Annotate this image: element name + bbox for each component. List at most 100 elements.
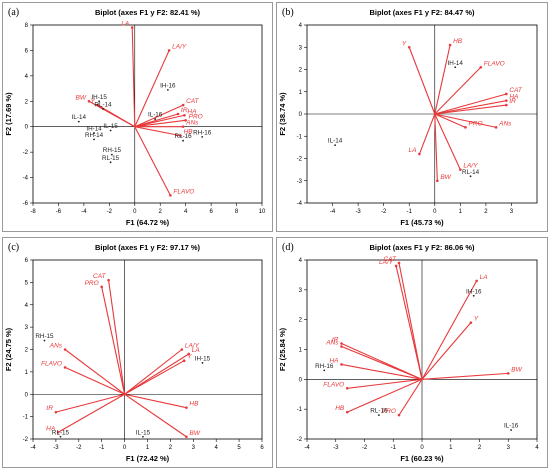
plot-frame: [32, 24, 263, 204]
observation-point: RL-15: [52, 429, 70, 438]
observation-point: IL-14: [328, 138, 343, 147]
observation-label: RL-16: [370, 408, 388, 415]
x-tick-label: 8: [235, 209, 239, 215]
variable-label: tR: [509, 98, 516, 105]
x-tick-label: -1: [407, 209, 413, 215]
variable-label: ANs: [49, 343, 63, 350]
variable-label: ANs: [185, 120, 199, 127]
variable-label: tR: [181, 107, 188, 114]
y-tick-label: 6: [25, 48, 29, 54]
variable-label: HB: [184, 129, 194, 136]
x-tick-label: 1: [459, 209, 463, 215]
observation-label: IH-15: [91, 94, 107, 101]
y-tick-label: 5: [25, 280, 29, 286]
variable-vector: FLAVO: [134, 126, 194, 197]
observation-label: IH-15: [195, 355, 211, 362]
variable-vector: HA: [434, 94, 518, 115]
x-tick-label: 0: [133, 209, 137, 215]
variable-vector: Y: [421, 316, 479, 380]
variable-label: ANs: [498, 120, 512, 127]
observation-point: IL-16: [504, 423, 519, 431]
observation-point: RL-15: [102, 155, 120, 164]
observation-label: IL-14: [328, 138, 343, 145]
variable-label: LA/Y: [172, 43, 187, 50]
variable-vector: LA/Y: [134, 43, 187, 127]
x-tick-label: -1: [99, 445, 105, 451]
biplot-svg-b: Biplot (axes F1 y F2: 84.47 %) -4 -3 -2 -1 0 1…: [278, 8, 538, 227]
variable-label: tR: [46, 405, 53, 412]
observation-label: RH-14: [85, 132, 104, 139]
observation-label: IL-15: [136, 429, 151, 436]
x-tick-label: 2: [169, 445, 173, 451]
variable-label: ANs: [325, 340, 339, 347]
variable-label: BW: [189, 430, 200, 437]
observation-point: IH-16: [466, 288, 482, 297]
x-tick-label: 1: [146, 445, 150, 451]
observation-point: RH-16: [193, 129, 212, 138]
x-tick-label: 10: [259, 209, 266, 215]
x-tick-label: 0: [123, 445, 127, 451]
observation-label: RH-15: [103, 147, 122, 154]
x-tick-label: 1: [449, 445, 453, 451]
y-tick-label: 6: [25, 258, 29, 264]
variable-label: LA: [408, 147, 416, 154]
y-tick-label: 0: [25, 392, 29, 398]
x-tick-label: 5: [237, 445, 241, 451]
variable-vector: CAT: [93, 273, 126, 395]
x-tick-label: -4: [30, 445, 36, 451]
variable-vector: PRO: [134, 113, 203, 128]
plot-frame: [32, 259, 263, 440]
variable-vector: BW: [124, 393, 201, 439]
variable-vector: FLAVO: [434, 60, 505, 115]
observation-label: RL-14: [94, 101, 112, 108]
variable-label: BW: [511, 366, 522, 373]
y-axis-label: F2 (25.84 %): [278, 327, 287, 371]
variable-vector: LA: [408, 113, 436, 156]
variable-vector: ANs: [434, 113, 512, 129]
observation-label: RL-14: [462, 169, 480, 176]
y-tick-label: -6: [23, 201, 29, 207]
y-tick-label: -1: [297, 134, 303, 140]
y-tick-label: 2: [299, 318, 303, 324]
observation-point: RH-14: [85, 132, 104, 141]
variable-vector: LA: [121, 21, 136, 127]
y-tick-label: 1: [25, 370, 29, 376]
x-tick-label: -4: [304, 445, 310, 451]
x-tick-label: -2: [76, 445, 82, 451]
y-tick-label: 4: [25, 74, 29, 80]
y-tick-label: 3: [299, 288, 303, 294]
chart-title: Biplot (axes F1 y F2: 97.17 %): [95, 243, 201, 252]
y-tick-label: -2: [23, 437, 29, 443]
x-axis-label: F1 (45.73 %): [400, 218, 444, 227]
biplot-svg-a: Biplot (axes F1 y F2: 82.41 %)-8 -6 -4 -2 0 2…: [4, 8, 266, 227]
observation-point: RL-14: [94, 101, 112, 110]
observation-label: RL-15: [52, 429, 70, 436]
y-tick-label: 2: [25, 348, 29, 354]
variable-label: PRO: [189, 113, 203, 120]
variable-label: Y: [474, 316, 479, 323]
observation-point: RL-14: [462, 169, 480, 178]
biplot-panel-d: (d) Biplot (axes F1 y F2: 86.06 %) -4 -3 -2…: [276, 237, 548, 468]
observation-point: IH-16: [160, 82, 176, 91]
x-tick-label: 2: [484, 209, 488, 215]
variable-vector: BW: [421, 366, 523, 380]
panel-label: (c): [8, 242, 20, 253]
variable-label: HA: [187, 108, 196, 115]
observation-label: IH-16: [466, 288, 482, 295]
variable-vector: LA: [421, 274, 488, 380]
observation-label: IH-14: [86, 126, 102, 133]
variable-vector: PRO: [434, 113, 483, 129]
y-axis-label: F2 (38.74 %): [278, 92, 287, 136]
biplot-svg-d: Biplot (axes F1 y F2: 86.06 %) -4 -3 -2 -1 0 1…: [278, 243, 539, 463]
variable-label: CAT: [186, 98, 200, 105]
variable-label: FLAVO: [41, 360, 62, 367]
variable-vector: LA/Y: [379, 259, 423, 380]
x-tick-label: 3: [510, 209, 514, 215]
variable-label: CAT: [93, 273, 107, 280]
y-tick-label: 3: [25, 325, 29, 331]
x-tick-label: -4: [330, 209, 336, 215]
variable-label: HA: [509, 94, 518, 101]
panel-label: (b): [282, 7, 294, 18]
x-axis-label: F1 (64.72 %): [126, 218, 170, 227]
x-tick-label: 3: [507, 445, 511, 451]
